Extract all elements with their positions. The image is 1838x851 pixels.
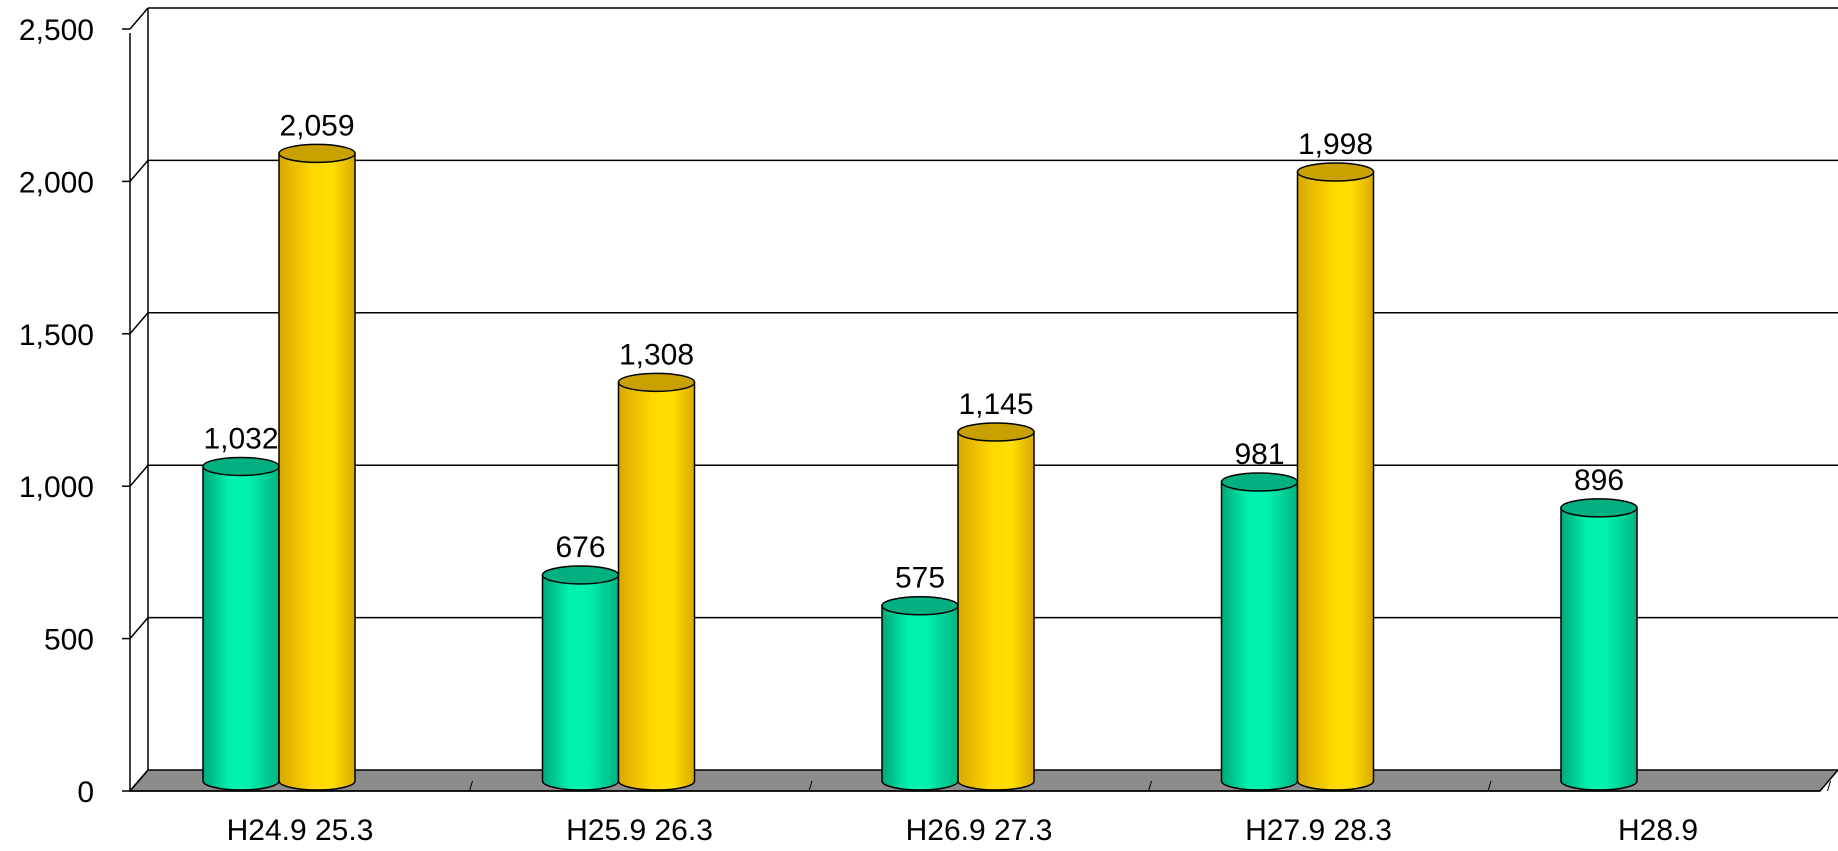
- x-tick-mark: [469, 780, 473, 792]
- bar: [1296, 162, 1375, 791]
- bar: [1560, 498, 1638, 791]
- data-label: 575: [895, 562, 945, 595]
- bar-body: [617, 381, 696, 791]
- y-tick-label: 1,000: [19, 471, 94, 504]
- bar-top: [957, 422, 1035, 442]
- bar: [541, 565, 620, 791]
- data-label: 1,998: [1298, 128, 1373, 161]
- x-tick-mark: [1827, 780, 1831, 792]
- bar: [617, 372, 696, 791]
- x-tick-label: H25.9 26.3: [566, 814, 713, 846]
- x-tick-label: H24.9 25.3: [227, 814, 374, 846]
- gridline-bevel: [129, 769, 149, 792]
- bar-top: [278, 143, 356, 164]
- gridline-bevel: [129, 7, 149, 30]
- bar: [957, 422, 1035, 791]
- bar-body: [541, 574, 620, 791]
- data-label: 981: [1234, 438, 1284, 471]
- y-tick-label: 2,000: [19, 166, 94, 199]
- bar-body: [957, 431, 1035, 791]
- gridline-bevel: [129, 617, 149, 640]
- bar-body: [881, 604, 959, 791]
- bar-top: [617, 372, 696, 393]
- bar: [278, 143, 356, 791]
- y-tick-label: 2,500: [19, 14, 94, 47]
- data-label: 1,308: [619, 338, 694, 371]
- bar-body: [1296, 171, 1375, 791]
- x-tick-mark: [808, 780, 813, 792]
- y-tick-label: 1,500: [19, 319, 94, 352]
- gridline-bevel: [129, 312, 149, 335]
- bar-body: [1220, 481, 1299, 791]
- bar-body: [278, 152, 356, 791]
- x-tick-label: H27.9 28.3: [1245, 814, 1392, 846]
- bar-body: [1560, 507, 1638, 791]
- labels-layer: 0 500 1,000 1,500 2,000 2,500 1,032 2,059 H24.9 …: [19, 14, 1698, 847]
- x-tick-mark: [1487, 780, 1492, 792]
- gridline-bevel: [129, 464, 149, 487]
- y-tick-label: 0: [77, 776, 94, 809]
- bars-layer: [202, 143, 1638, 791]
- bar: [202, 456, 280, 791]
- x-tick-label: H28.9: [1618, 814, 1698, 846]
- bar-body: [202, 465, 280, 791]
- y-tick-label: 500: [44, 624, 94, 657]
- x-tick-mark: [1148, 780, 1152, 792]
- data-label: 896: [1574, 464, 1624, 497]
- data-label: 1,145: [958, 388, 1033, 421]
- gridline-bevel: [129, 159, 149, 182]
- bar-top: [202, 456, 280, 477]
- bar-top: [541, 565, 620, 585]
- x-tick-label: H26.9 27.3: [906, 814, 1053, 846]
- bar: [881, 595, 959, 791]
- bar-top: [1296, 162, 1375, 182]
- data-label: 2,059: [279, 109, 354, 142]
- bar-top: [1560, 498, 1638, 518]
- data-label: 1,032: [203, 422, 278, 455]
- bar: [1220, 472, 1299, 791]
- bar-top: [1220, 472, 1299, 492]
- bar-top: [881, 595, 959, 616]
- data-label: 676: [555, 531, 605, 564]
